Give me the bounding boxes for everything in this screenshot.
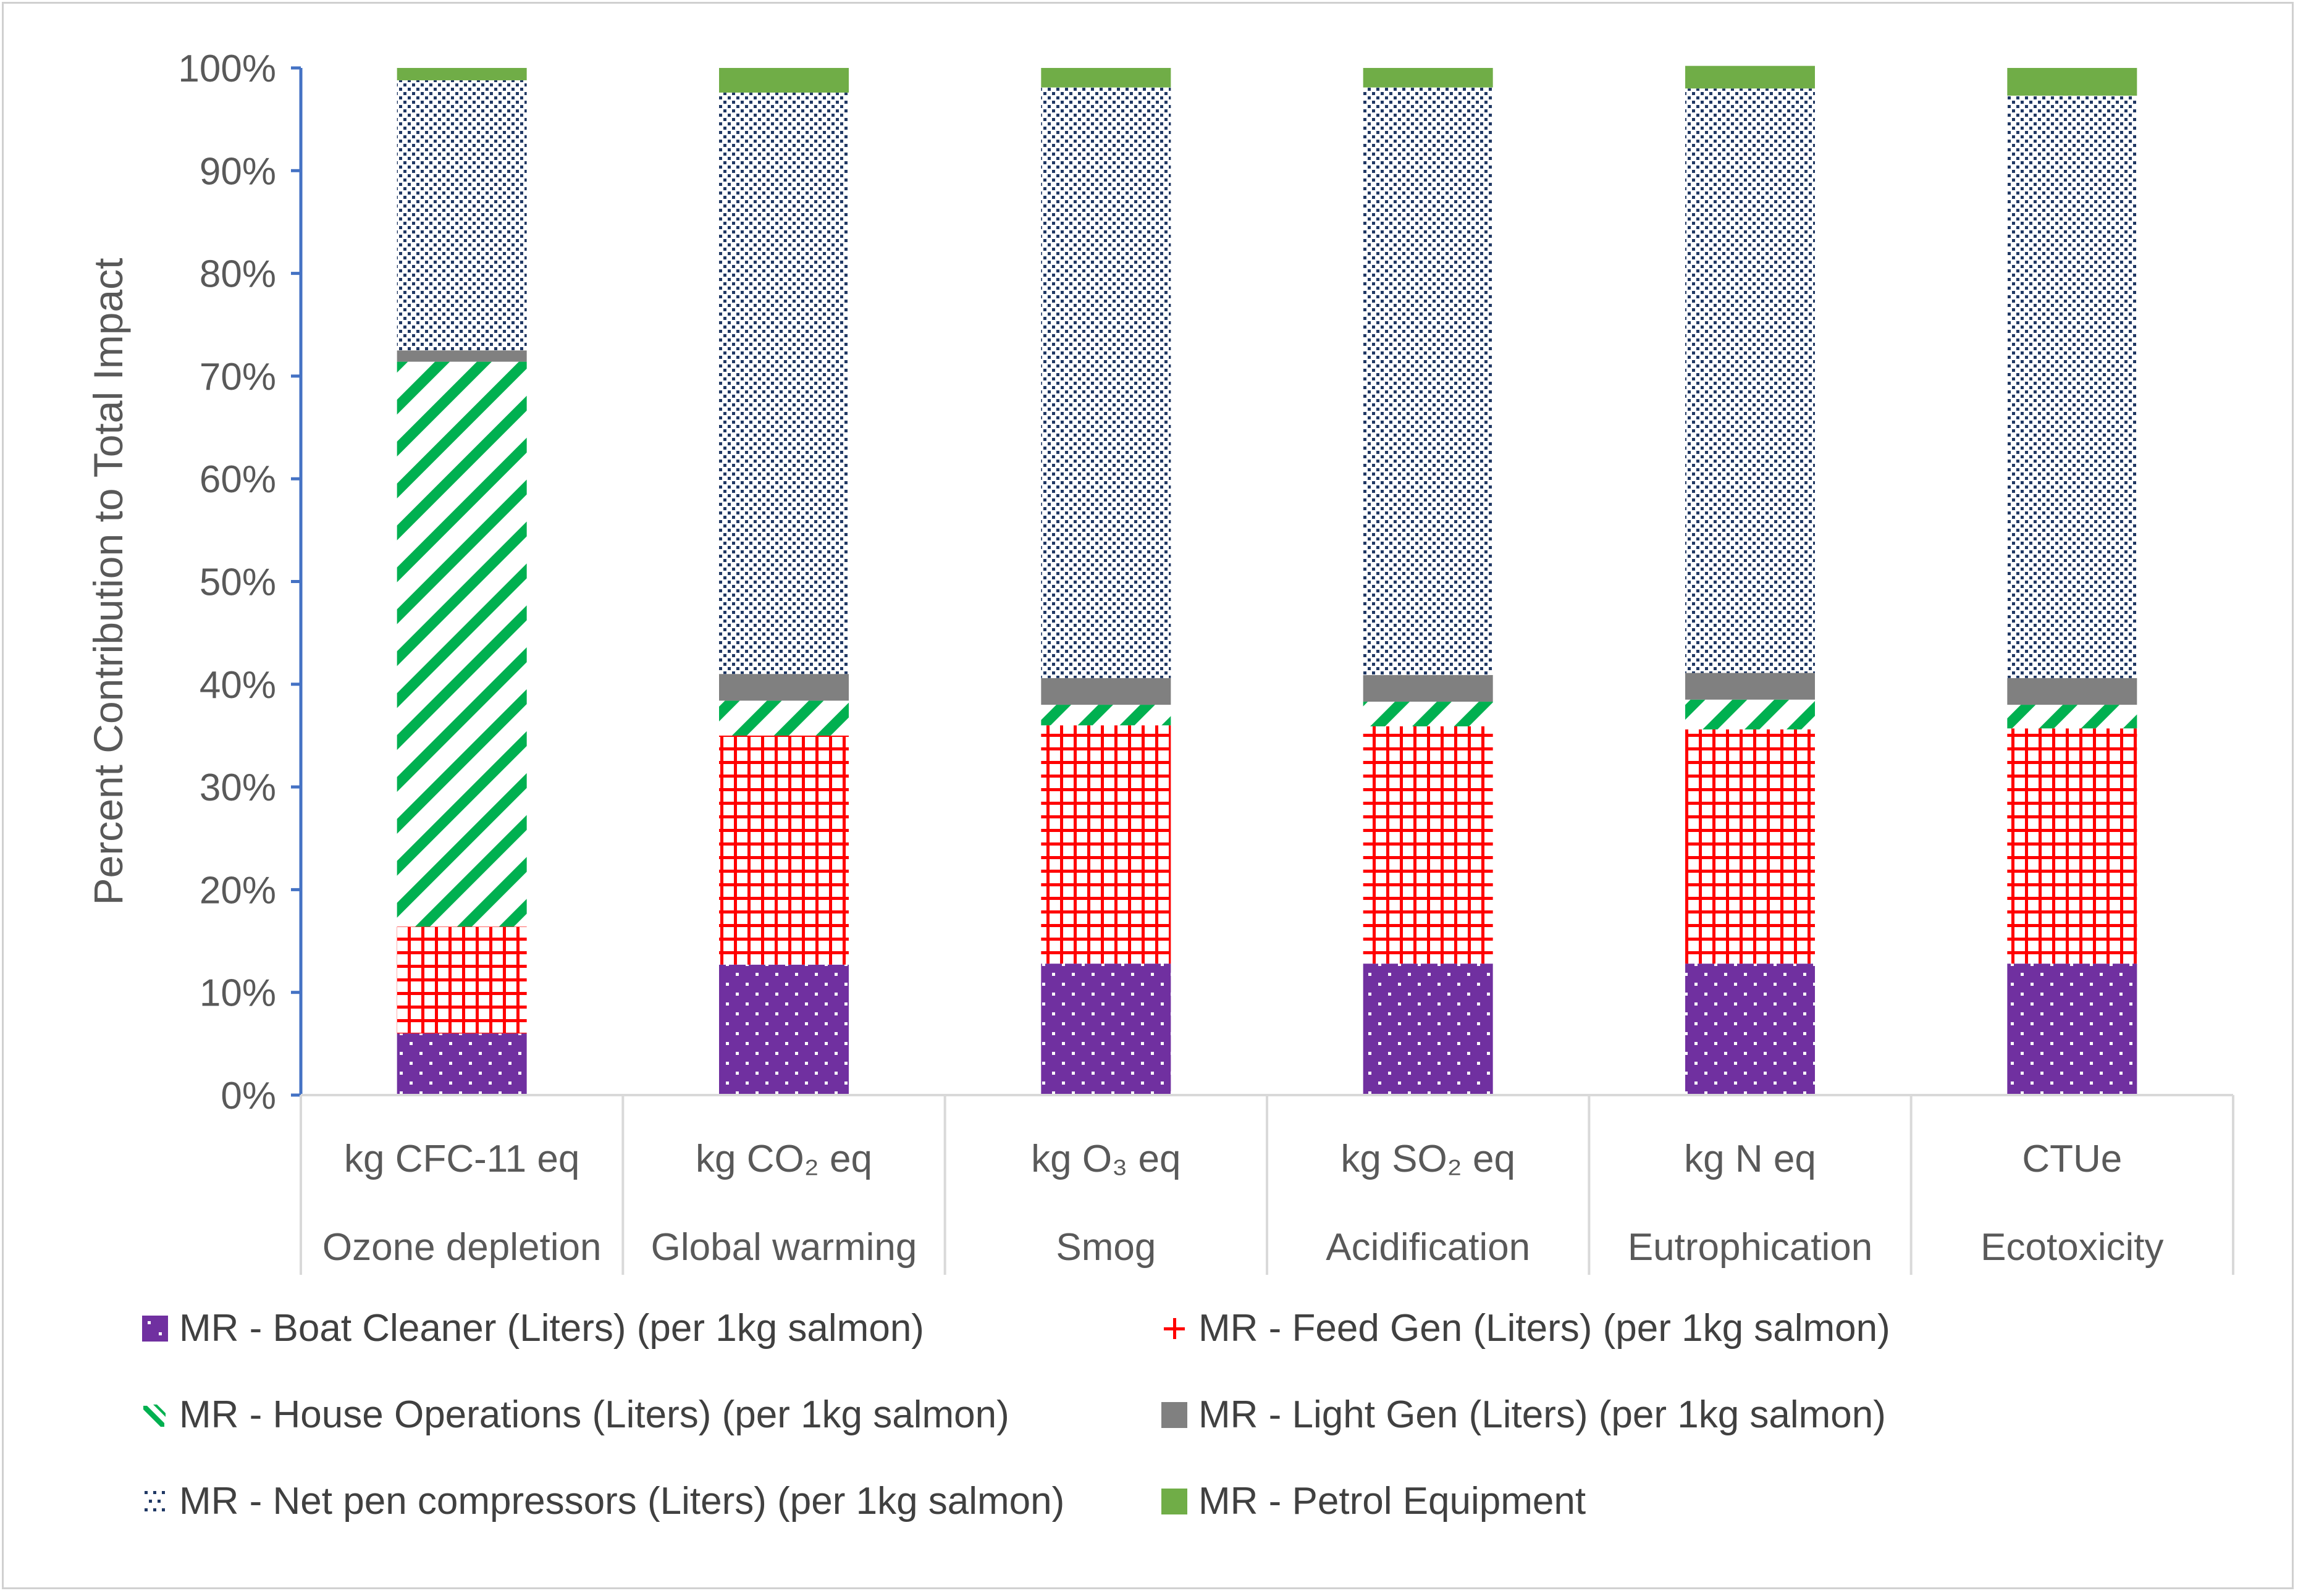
bar-segment: [719, 735, 849, 965]
x-category-name-label: Acidification: [1326, 1226, 1530, 1269]
legend-item: MR - Net pen compressors (Liters) (per 1…: [142, 1479, 1064, 1523]
bar-segment: [2007, 728, 2137, 964]
x-category-unit-label: kg N eq: [1684, 1138, 1816, 1180]
bar-segment: [1041, 678, 1171, 705]
bar-segment: [1363, 674, 1493, 702]
y-tick-label: 0%: [221, 1075, 276, 1117]
x-category-unit-label: kg O₃ eq: [1031, 1138, 1181, 1180]
legend-item: MR - Petrol Equipment: [1161, 1479, 1586, 1523]
bar-segment: [719, 92, 849, 674]
bar-segment: [1363, 87, 1493, 675]
bar-segment: [719, 68, 849, 93]
bar-segment: [1041, 705, 1171, 726]
y-tick-label: 10%: [200, 972, 276, 1015]
bar-segment: [719, 700, 849, 736]
legend-swatch: [1161, 1488, 1187, 1514]
bar-segment: [1685, 88, 1815, 673]
bar-segment: [1685, 729, 1815, 964]
y-tick-label: 50%: [200, 561, 276, 604]
bar-segment: [397, 80, 527, 351]
bar-segment: [719, 964, 849, 1095]
y-tick-label: 90%: [200, 150, 276, 193]
bar-segment: [1363, 68, 1493, 88]
bar-segment: [1041, 725, 1171, 964]
bar-segment: [1363, 702, 1493, 726]
x-category-unit-label: kg SO₂ eq: [1340, 1138, 1515, 1180]
bar-segment: [397, 926, 527, 1034]
bar-segment: [397, 361, 527, 927]
legend-item: MR - House Operations (Liters) (per 1kg …: [142, 1393, 1009, 1437]
bar-segment: [1685, 65, 1815, 89]
legend-label: MR - Light Gen (Liters) (per 1kg salmon): [1198, 1393, 1886, 1436]
bar-segment: [397, 350, 527, 362]
bar-segment: [1041, 964, 1171, 1095]
bar-segment: [1041, 87, 1171, 678]
y-tick-label: 70%: [200, 356, 276, 398]
legend: MR - Boat Cleaner (Liters) (per 1kg salm…: [142, 1306, 2181, 1566]
legend-label: MR - House Operations (Liters) (per 1kg …: [179, 1393, 1009, 1436]
x-category-name-label: Ecotoxicity: [1980, 1226, 2163, 1269]
legend-item: MR - Feed Gen (Liters) (per 1kg salmon): [1161, 1306, 1890, 1350]
bar-segment: [1363, 726, 1493, 964]
y-tick-label: 30%: [200, 766, 276, 809]
bar-segment: [719, 674, 849, 701]
legend-swatch: [142, 1315, 168, 1342]
legend-label: MR - Petrol Equipment: [1198, 1480, 1586, 1522]
x-category-unit-label: kg CFC-11 eq: [344, 1138, 579, 1180]
bar-segment: [2007, 678, 2137, 705]
bar-segment: [2007, 95, 2137, 678]
y-tick-label: 60%: [200, 458, 276, 501]
y-axis-title: Percent Contribution to Total Impact: [85, 258, 131, 905]
x-category-unit-label: kg CO₂ eq: [696, 1138, 872, 1180]
bar-segment: [1041, 68, 1171, 88]
bar-segment: [1363, 964, 1493, 1095]
bar-segment: [397, 68, 527, 80]
legend-swatch: [142, 1488, 168, 1514]
x-category-name-label: Global warming: [651, 1226, 917, 1269]
bar-segment: [1685, 964, 1815, 1095]
x-category-name-label: Smog: [1056, 1226, 1156, 1269]
x-category-unit-label: CTUe: [2022, 1138, 2122, 1180]
legend-swatch: [1161, 1401, 1187, 1428]
legend-swatch: [1161, 1315, 1187, 1342]
bar-segment: [2007, 705, 2137, 729]
y-tick-label: 100%: [178, 48, 276, 90]
legend-label: MR - Feed Gen (Liters) (per 1kg salmon): [1198, 1307, 1890, 1350]
bar-segment: [1685, 699, 1815, 729]
bar-segment: [1685, 673, 1815, 700]
bar-segment: [2007, 68, 2137, 96]
legend-label: MR - Net pen compressors (Liters) (per 1…: [179, 1480, 1065, 1522]
bar-segment: [2007, 964, 2137, 1095]
y-tick-label: 20%: [200, 869, 276, 912]
legend-label: MR - Boat Cleaner (Liters) (per 1kg salm…: [179, 1307, 924, 1350]
legend-swatch: [142, 1401, 168, 1428]
legend-item: MR - Light Gen (Liters) (per 1kg salmon): [1161, 1393, 1886, 1437]
y-tick-label: 80%: [200, 253, 276, 296]
legend-item: MR - Boat Cleaner (Liters) (per 1kg salm…: [142, 1306, 924, 1350]
y-tick-label: 40%: [200, 664, 276, 707]
x-category-name-label: Ozone depletion: [322, 1226, 602, 1269]
bar-segment: [397, 1033, 527, 1095]
x-category-name-label: Eutrophication: [1628, 1226, 1872, 1269]
